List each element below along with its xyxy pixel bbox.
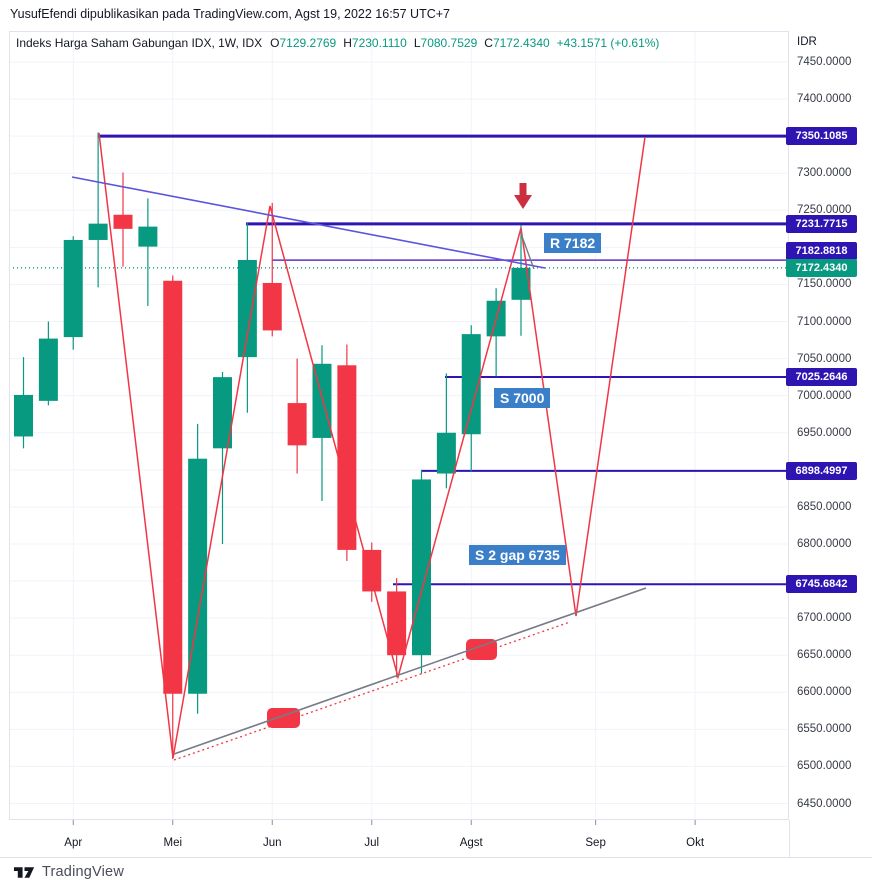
- price-axis-label: 6650.0000: [797, 649, 852, 662]
- price-level-badge: 7182.8818: [786, 242, 857, 260]
- candle-up[interactable]: [188, 458, 208, 694]
- time-axis[interactable]: Apr Mei Jun Jul Agst Sep Okt: [0, 820, 872, 857]
- month-label-okt[interactable]: Okt: [686, 837, 705, 849]
- candle-up[interactable]: [237, 259, 257, 358]
- price-axis-label: 7450.0000: [797, 56, 852, 68]
- descending-resistance-trendline[interactable]: [71, 176, 546, 269]
- candle-up[interactable]: [88, 223, 108, 240]
- candle-up[interactable]: [461, 334, 481, 435]
- price-axis[interactable]: 7450.0000 7400.0000 7300.0000 7250.0000 7150…: [786, 31, 872, 820]
- price-axis-label: 7000.0000: [797, 389, 852, 402]
- month-label-sep[interactable]: Sep: [585, 837, 606, 849]
- ohlc-high: H7230.1110: [343, 36, 407, 50]
- tradingview-logo-icon: [13, 867, 35, 878]
- tradingview-logo[interactable]: TradingView: [13, 863, 124, 881]
- price-axis-label: 6850.0000: [797, 500, 852, 513]
- attribution-text: YusufEfendi dipublikasikan pada TradingV…: [10, 7, 450, 21]
- currency-label: IDR: [797, 36, 817, 48]
- price-axis-label: 7250.0000: [797, 204, 852, 217]
- price-level-badge: 6898.4997: [786, 461, 857, 480]
- price-axis-label: 6950.0000: [797, 426, 852, 439]
- chart-annotation-label[interactable]: S 2 gap 6735: [469, 545, 566, 565]
- price-level-badge: 7231.7715: [786, 214, 857, 233]
- candle-up[interactable]: [63, 239, 83, 338]
- price-axis-label: 7050.0000: [797, 352, 852, 365]
- price-axis-label: 7400.0000: [797, 93, 852, 106]
- candle-up[interactable]: [436, 432, 456, 474]
- ascending-support-trendline[interactable]: [173, 587, 647, 755]
- down-arrow-icon[interactable]: [519, 183, 527, 195]
- month-label-mei[interactable]: Mei: [163, 837, 183, 849]
- down-arrow-icon[interactable]: [514, 195, 532, 209]
- candle-up[interactable]: [38, 338, 58, 401]
- price-level-badge: 7025.2646: [786, 367, 857, 386]
- price-level-badge: 7350.1085: [786, 127, 857, 146]
- price-axis-label: 7100.0000: [797, 315, 852, 328]
- price-axis-label: 6800.0000: [797, 537, 852, 550]
- candle-down[interactable]: [163, 280, 183, 694]
- peak-segment-trendline[interactable]: [519, 230, 535, 270]
- gap-marker-box[interactable]: [466, 639, 497, 660]
- last-price-badge: 7172.4340: [786, 258, 857, 277]
- tradingview-logo-text: TradingView: [42, 864, 124, 880]
- price-axis-label: 6450.0000: [797, 797, 852, 810]
- price-axis-label: 6550.0000: [797, 723, 852, 736]
- price-axis-label: 7150.0000: [797, 278, 852, 291]
- price-level-badge: 6745.6842: [786, 575, 857, 594]
- candle-down[interactable]: [387, 591, 407, 656]
- candle-up[interactable]: [213, 377, 232, 449]
- chart-annotation-label[interactable]: R 7182: [544, 233, 602, 253]
- candle-down[interactable]: [337, 365, 357, 550]
- month-label-apr[interactable]: Apr: [64, 837, 83, 849]
- price-axis-label: 6500.0000: [797, 760, 852, 773]
- candle-up[interactable]: [511, 267, 531, 300]
- ohlc-low: L7080.7529: [413, 36, 478, 50]
- candle-down[interactable]: [262, 282, 282, 331]
- chart-annotation-label[interactable]: S 7000: [494, 388, 551, 408]
- month-label-jun[interactable]: Jun: [262, 837, 282, 849]
- candle-up[interactable]: [138, 226, 158, 247]
- price-axis-label: 6700.0000: [797, 612, 852, 625]
- candle-down[interactable]: [113, 214, 133, 229]
- ohlc-open: O7129.2769: [270, 36, 337, 50]
- month-label-agst[interactable]: Agst: [459, 837, 483, 849]
- price-change: +43.1571 (+0.61%): [556, 36, 660, 50]
- ohlc-close: C7172.4340: [484, 36, 550, 50]
- price-axis-label: 6600.0000: [797, 686, 852, 699]
- zigzag-projection-line[interactable]: [98, 132, 646, 759]
- candle-down[interactable]: [287, 403, 307, 446]
- symbol-legend[interactable]: Indeks Harga Saham Gabungan IDX, 1W, IDX…: [16, 36, 659, 50]
- symbol-title: Indeks Harga Saham Gabungan IDX, 1W, IDX: [16, 36, 263, 50]
- month-label-jul[interactable]: Jul: [364, 837, 380, 849]
- price-axis-label: 7300.0000: [797, 167, 852, 180]
- candle-up[interactable]: [14, 394, 33, 437]
- chart-pane-border: [9, 31, 789, 820]
